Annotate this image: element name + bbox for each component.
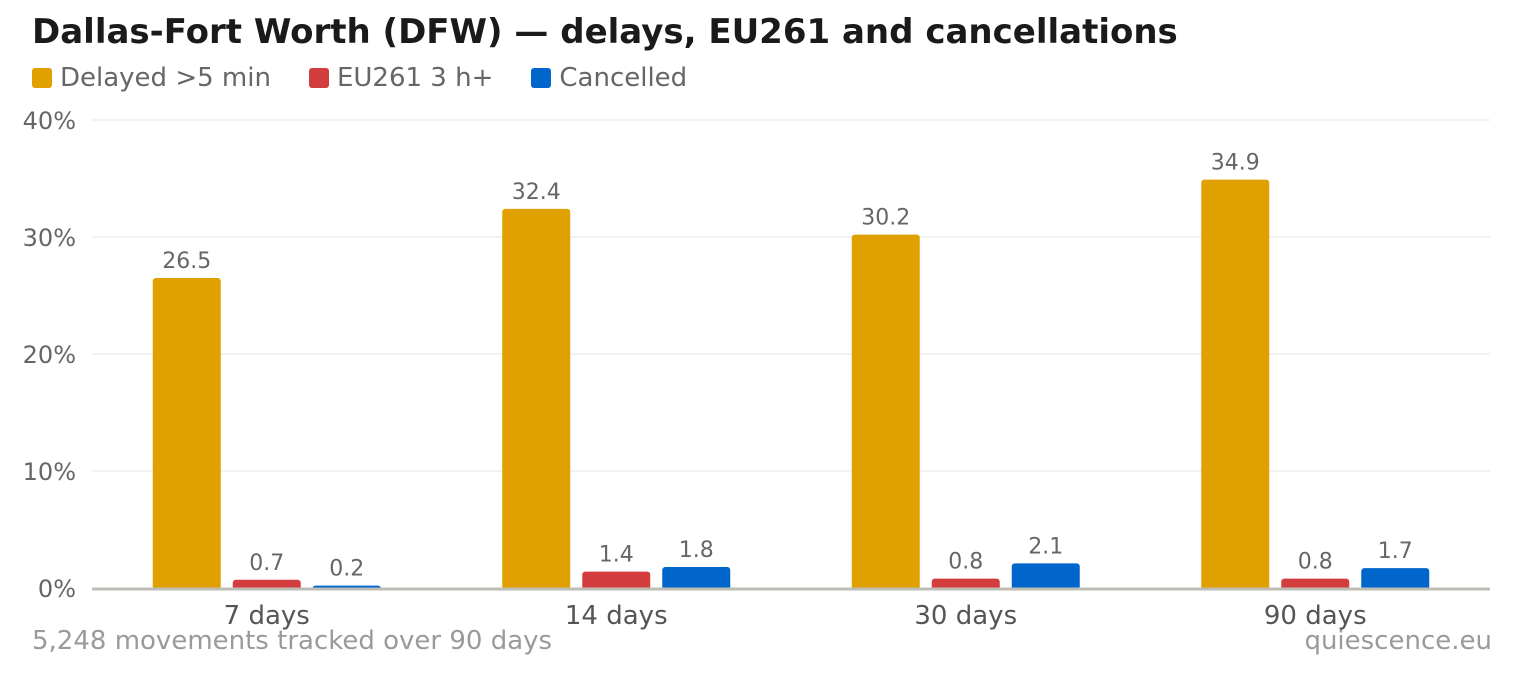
data-label: 0.2 — [329, 557, 364, 582]
y-tick-label: 10% — [23, 458, 76, 486]
data-label: 1.7 — [1378, 539, 1413, 564]
data-label: 2.1 — [1028, 534, 1063, 559]
footer-source: quiescence.eu — [1304, 626, 1492, 656]
legend-label-delayed: Delayed >5 min — [60, 63, 271, 93]
data-label: 0.7 — [249, 551, 284, 576]
y-tick-label: 40% — [23, 107, 76, 135]
bar — [851, 234, 920, 590]
y-tick-label: 30% — [23, 224, 76, 252]
data-label: 0.8 — [1298, 550, 1333, 575]
data-label: 26.5 — [162, 249, 211, 274]
chart-title: Dallas-Fort Worth (DFW) — delays, EU261 … — [32, 12, 1178, 52]
data-label: 0.8 — [948, 550, 983, 575]
bar — [662, 566, 731, 590]
bar — [1011, 563, 1080, 590]
chart-legend: Delayed >5 min EU261 3 h+ Cancelled — [32, 60, 725, 96]
data-label: 32.4 — [512, 180, 561, 205]
data-label: 1.4 — [599, 543, 634, 568]
bar — [931, 578, 1000, 590]
legend-label-eu261: EU261 3 h+ — [336, 63, 494, 93]
data-label: 34.9 — [1211, 151, 1260, 176]
x-tick-label: 7 days — [224, 601, 310, 631]
bar — [1201, 179, 1270, 591]
bar — [1281, 578, 1350, 590]
x-tick-label: 14 days — [565, 601, 668, 631]
legend-item-delayed: Delayed >5 min — [32, 63, 271, 93]
y-tick-label: 20% — [23, 341, 76, 369]
x-tick-label: 30 days — [914, 601, 1017, 631]
x-tick-label: 90 days — [1264, 601, 1367, 631]
bar — [152, 277, 221, 590]
legend-label-cancelled: Cancelled — [559, 63, 688, 93]
legend-swatch-cancelled — [531, 68, 552, 88]
bar — [502, 208, 571, 591]
y-tick-label: 0% — [38, 575, 76, 603]
bar — [582, 571, 651, 590]
legend-item-cancelled: Cancelled — [531, 63, 687, 93]
bar — [1361, 568, 1430, 590]
bar — [232, 579, 301, 590]
legend-item-eu261: EU261 3 h+ — [308, 63, 494, 93]
data-label: 1.8 — [679, 538, 714, 563]
footer-note: 5,248 movements tracked over 90 days — [32, 626, 553, 656]
data-label: 30.2 — [861, 206, 910, 231]
legend-swatch-delayed — [32, 68, 52, 88]
legend-swatch-eu261 — [308, 68, 329, 88]
